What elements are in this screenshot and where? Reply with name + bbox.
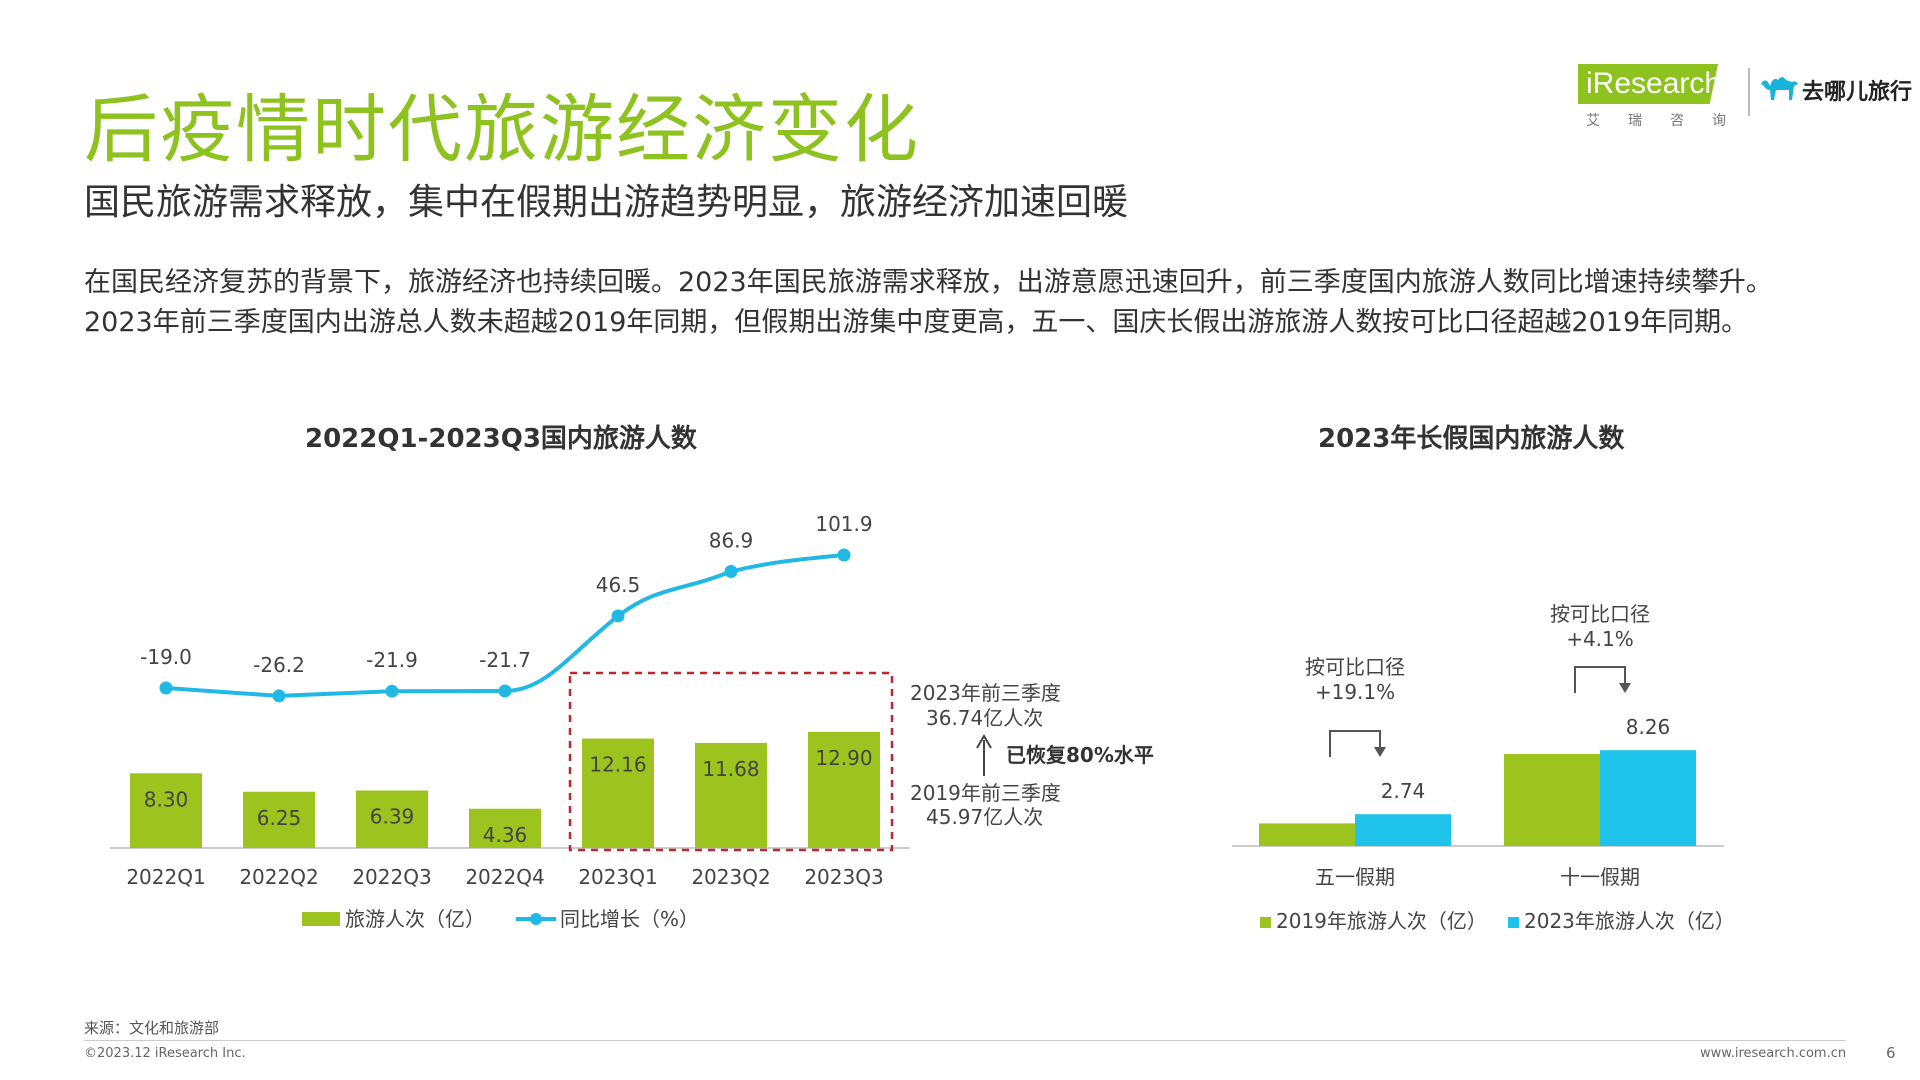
chart1-bar-label: 6.39	[370, 804, 415, 828]
chart1-line-label: 101.9	[815, 512, 872, 536]
chart1-line-label: 86.9	[709, 529, 754, 553]
chart1-legend-swatch-point	[530, 913, 542, 925]
chart1-bar-label: 8.30	[144, 787, 189, 811]
camel-icon	[1761, 77, 1798, 100]
qunar-logo-text: 去哪儿旅行	[1802, 80, 1913, 105]
chart1-bar	[469, 808, 541, 848]
chart1-line-point	[159, 681, 173, 695]
chart1-annotation-2023-title: 2023年前三季度	[910, 681, 1061, 705]
brand-logos: iResearch 艾瑞咨询 去哪儿旅行	[1578, 60, 1912, 130]
chart1-annotation-recovered: 已恢复80%水平	[1006, 743, 1154, 767]
chart1-bar	[356, 790, 428, 848]
chart1-x-tick-label: 2023Q1	[578, 865, 657, 889]
chart1-annotation-2023-value: 36.74亿人次	[926, 706, 1043, 730]
chart1-x-tick-label: 2022Q1	[126, 865, 205, 889]
chart1-bar-label: 12.16	[589, 753, 646, 777]
chart1-growth-line	[165, 553, 845, 698]
footer-divider	[84, 1040, 1846, 1041]
chart2-title: 2023年长假国内旅游人数	[1318, 424, 1625, 454]
chart1-line-label: -26.2	[253, 653, 305, 677]
website-url: www.iresearch.com.cn	[1700, 1046, 1847, 1061]
chart1-bar-label: 11.68	[702, 757, 759, 781]
chart1-line-label: -21.7	[479, 648, 531, 672]
chart1-line-point	[837, 548, 851, 562]
chart1-line-label: 46.5	[596, 573, 641, 597]
chart1-bar-label: 6.25	[257, 806, 302, 830]
up-arrow-icon	[976, 734, 992, 749]
chart1-bar-label: 12.90	[815, 746, 872, 770]
chart1-highlight-box	[568, 671, 894, 852]
summary-paragraph-1: 在国民经济复苏的背景下，旅游经济也持续回暖。2023年国民旅游需求释放，出游意愿…	[84, 267, 1773, 298]
chart1-title: 2022Q1-2023Q3国内旅游人数	[305, 424, 697, 454]
summary-paragraph-2: 2023年前三季度国内出游总人数未超越2019年同期，但假期出游集中度更高，五一…	[84, 307, 1749, 338]
page-subtitle: 国民旅游需求释放，集中在假期出游趋势明显，旅游经济加速回暖	[84, 182, 1129, 223]
chart1-line-point	[611, 609, 625, 623]
chart1-legend-label-line: 同比增长（%）	[560, 907, 699, 931]
chart1-line-point	[724, 565, 738, 579]
page-title: 后疫情时代旅游经济变化	[84, 87, 920, 173]
logo-divider	[1748, 68, 1750, 116]
chart1-bar	[243, 791, 315, 848]
chart1-line-point	[385, 684, 399, 698]
chart1-line-point	[272, 689, 286, 703]
chart1-bar	[582, 738, 654, 848]
iresearch-logo: iResearch	[1578, 64, 1718, 104]
chart1-x-tick-label: 2023Q3	[804, 865, 883, 889]
chart1-legend-label-bar: 旅游人次（亿）	[345, 907, 485, 931]
chart1-bar	[695, 742, 767, 848]
source-note: 来源：文化和旅游部	[84, 1019, 220, 1037]
iresearch-logo-subtext: 艾瑞咨询	[1586, 113, 1754, 129]
chart1-x-tick-label: 2022Q4	[465, 865, 544, 889]
chart1-legend-swatch-bar	[302, 912, 340, 926]
chart1-line-point	[498, 684, 512, 698]
chart1-annotation-2019-title: 2019年前三季度	[910, 781, 1061, 805]
chart1-line-label: -21.9	[366, 648, 418, 672]
chart1-x-tick-label: 2023Q2	[691, 865, 770, 889]
chart1-bar	[130, 773, 202, 848]
chart1-x-tick-label: 2022Q2	[239, 865, 318, 889]
copyright: ©2023.12 iResearch Inc.	[84, 1046, 246, 1061]
page-number: 6	[1886, 1044, 1896, 1062]
chart1-bar	[808, 731, 880, 848]
chart1-annotation-2019-value: 45.97亿人次	[926, 805, 1043, 829]
chart1-x-tick-label: 2022Q3	[352, 865, 431, 889]
chart1-line-label: -19.0	[140, 645, 192, 669]
chart1-bar-label: 4.36	[483, 823, 528, 847]
